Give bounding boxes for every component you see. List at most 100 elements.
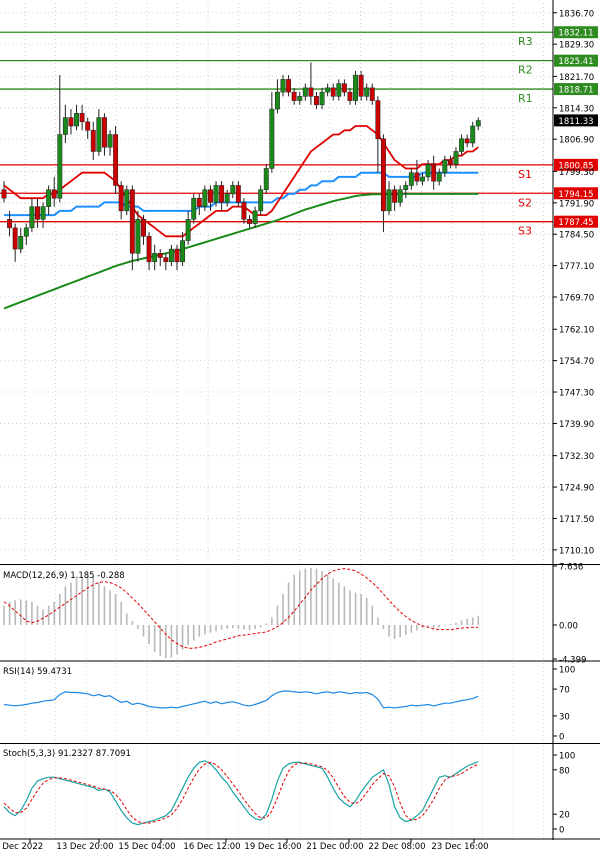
stoch-label: Stoch(5,3,3) 91.2327 87.7091: [3, 749, 131, 759]
rsi-axis-label: 30: [559, 712, 570, 722]
price-axis-label: 1717.50: [559, 515, 594, 525]
candle-bullish: [336, 83, 342, 97]
candle-bullish: [269, 108, 275, 169]
candle-bullish: [62, 117, 68, 135]
candle-bullish: [297, 96, 303, 101]
candle-bearish: [347, 91, 353, 101]
candle-bullish: [29, 206, 35, 229]
candle-bullish: [442, 159, 448, 173]
stoch-k-line: [3, 760, 479, 826]
level-price-tag: [554, 215, 598, 228]
price-axis-label: 1732.30: [559, 452, 594, 462]
time-axis-label: 12 Dec 2022: [0, 842, 43, 852]
time-axis-label: 22 Dec 08:00: [368, 842, 425, 852]
stoch-d-line: [3, 761, 479, 824]
candle-bullish: [274, 91, 280, 110]
candle-bearish: [447, 159, 453, 165]
price-axis-label: 1747.30: [559, 389, 594, 399]
candle-bearish: [341, 83, 347, 93]
candle-bullish: [353, 74, 358, 101]
candle-bearish: [369, 87, 375, 101]
level-price-label: 1825.41: [558, 57, 593, 67]
candle-bearish: [241, 202, 247, 220]
price-axis-label: 1829.30: [559, 41, 594, 51]
candle-bullish: [319, 91, 325, 106]
candle-bearish: [35, 206, 40, 220]
candle-bearish: [141, 219, 146, 237]
rsi-line: [3, 690, 479, 709]
stoch-axis-label: 100: [559, 752, 575, 762]
level-name-r2: R2: [518, 64, 533, 77]
level-price-label: 1800.85: [558, 161, 593, 171]
candle-bullish: [425, 163, 431, 178]
rsi-axis-label: 70: [559, 686, 570, 696]
stoch-pane: [3, 760, 479, 826]
stoch-axis-label: 20: [559, 811, 570, 821]
price-axis-label: 1739.90: [559, 420, 594, 430]
candle-bullish: [224, 193, 230, 203]
candle-bearish: [414, 172, 420, 182]
stoch-axis-label: 80: [559, 766, 570, 776]
chart-frame: [0, 0, 600, 840]
candle-bullish: [57, 134, 63, 199]
candle-bearish: [235, 185, 241, 203]
time-axis-label: 19 Dec 16:00: [244, 842, 301, 852]
macd-pane: [3, 567, 480, 659]
candle-bullish: [74, 113, 79, 127]
time-axis-label: 23 Dec 16:00: [431, 842, 488, 852]
macd-label: MACD(12,26,9) 1.185 -0.288: [3, 571, 125, 581]
macd-axis-label: 7.636: [559, 563, 583, 573]
candle-bullish: [124, 189, 130, 212]
candle-bullish: [403, 185, 409, 190]
candle-bearish: [392, 189, 398, 203]
candle-bearish: [358, 74, 364, 97]
candle-bullish: [96, 117, 102, 152]
candle-bearish: [90, 130, 96, 152]
candle-bearish: [286, 79, 292, 93]
candle-bearish: [79, 113, 85, 123]
candle-bullish: [185, 219, 191, 241]
price-axis-label: 1710.10: [559, 546, 594, 556]
candle-bearish: [380, 138, 386, 212]
candle-bullish: [40, 206, 46, 220]
candle-bullish: [18, 236, 24, 250]
candle-bearish: [51, 189, 57, 199]
candle-bullish: [252, 210, 258, 224]
candle-bearish: [85, 121, 91, 131]
candle-bullish: [459, 138, 465, 152]
level-name-s3: S3: [518, 225, 532, 238]
level-price-tag: [554, 187, 598, 200]
level-name-r3: R3: [518, 35, 533, 48]
candle-bullish: [135, 219, 141, 254]
candle-bearish: [157, 253, 163, 258]
candle-bullish: [386, 189, 392, 212]
candle-bullish: [191, 197, 197, 220]
grid-lines: [0, 3, 553, 838]
candle-bearish: [431, 163, 437, 182]
rsi-axis-label: 0: [559, 733, 564, 743]
candle-bearish: [308, 87, 314, 97]
price-axis-label: 1754.70: [559, 357, 594, 367]
candle-bullish: [280, 79, 286, 93]
level-name-s2: S2: [518, 196, 532, 209]
rsi-label: RSI(14) 59.4731: [3, 667, 72, 677]
level-price-tag: [554, 26, 598, 39]
candle-bullish: [397, 189, 403, 203]
candle-bearish: [330, 87, 336, 97]
candle-bullish: [364, 87, 370, 97]
candle-bearish: [174, 248, 180, 263]
candles: [1, 62, 481, 271]
ma-red-line: [3, 125, 479, 238]
moving-averages: [3, 125, 479, 310]
macd-axis-label: 0.00: [559, 622, 578, 632]
candle-bearish: [375, 100, 381, 140]
candle-bearish: [208, 189, 213, 203]
ma-green-line: [3, 192, 479, 310]
current-price-tag: [554, 114, 598, 127]
price-axis-label: 1814.30: [559, 104, 594, 114]
price-axis-label: 1762.10: [559, 326, 594, 336]
candle-bearish: [68, 117, 74, 127]
price-axis-label: 1724.90: [559, 484, 594, 494]
candle-bullish: [23, 227, 29, 237]
candle-bullish: [107, 134, 113, 148]
